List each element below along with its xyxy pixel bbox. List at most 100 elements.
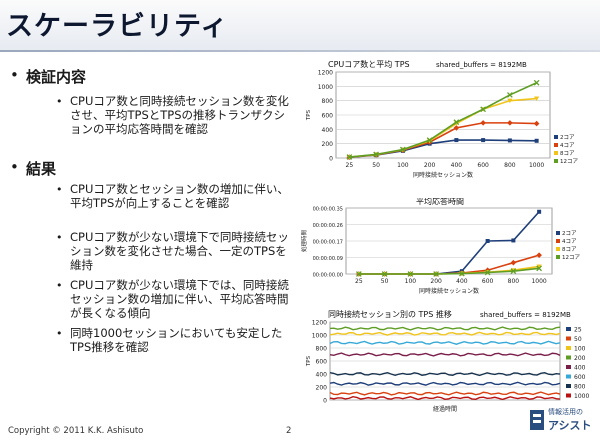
chart-response-time: 00:00:00.00 00:00:00.09 00:00:00.17 00:00:0…: [300, 196, 600, 312]
y-tick-label: 00:00:00.17: [313, 240, 343, 246]
x-tick-label: 25: [355, 278, 363, 285]
data-point: [453, 125, 460, 131]
legend-label: 8コア: [562, 246, 577, 253]
data-point: [507, 120, 513, 126]
data-point: [507, 138, 512, 143]
legend-swatch: [566, 346, 571, 350]
x-tick-label: 100: [405, 278, 417, 285]
data-point: [507, 92, 513, 98]
x-tick-label: 100: [397, 162, 409, 169]
y-tick-label: 800: [322, 98, 334, 105]
data-point: [407, 271, 414, 277]
bullet-item: CPUコア数と同時接続セッション数を変化させ、平均TPSとTPSの推移トランザク…: [70, 94, 289, 137]
sub-bullet-dot: •: [56, 183, 63, 196]
legend-label: 4コア: [560, 142, 575, 149]
series-line-25: [329, 381, 561, 386]
legend-label: 100: [574, 346, 586, 353]
legend-swatch: [556, 247, 560, 251]
series-line-12コア: [358, 267, 540, 275]
data-point: [400, 146, 406, 153]
chart-title: 同時接続セッション別の TPS 推移: [328, 309, 452, 319]
chart-response-time-svg: 00:00:00.00 00:00:00.09 00:00:00.17 00:00:0…: [300, 196, 580, 295]
y-axis-label: 処理時間: [300, 230, 308, 253]
bullet-item: 同時1000セッションにおいても安定したTPS推移を確認: [70, 326, 283, 355]
sub-bullet-dot: •: [56, 327, 63, 340]
legend-label: 200: [574, 355, 586, 362]
y-tick-label: 00:00:00.35: [313, 207, 343, 213]
x-tick-label: 400: [451, 162, 463, 169]
data-point: [511, 238, 516, 243]
legend-label: 600: [574, 374, 586, 381]
legend-swatch: [554, 151, 558, 155]
data-point: [534, 96, 540, 101]
data-point: [459, 270, 465, 277]
chart-average-tps: 0 200 400 600 800 1000 1200 25 50 100 200 400 600 800…: [300, 58, 600, 202]
legend-label: 25: [574, 327, 582, 334]
sub-bullet-dot: •: [56, 279, 63, 292]
page-number: 2: [286, 426, 292, 436]
y-tick-label: 400: [316, 372, 328, 379]
chart-subtitle: shared_buffers = 8192MB: [480, 311, 571, 319]
y-tick-label: 00:00:00.00: [313, 273, 343, 279]
series-line-400: [329, 352, 561, 357]
y-tick-label: 1200: [318, 70, 333, 77]
data-point: [454, 138, 459, 143]
legend-label: 50: [574, 336, 582, 343]
data-point: [346, 154, 353, 160]
series-line-100: [329, 331, 561, 336]
x-tick-label: 200: [430, 278, 442, 285]
legend-label: 800: [574, 384, 586, 391]
bullet-dot: •: [10, 158, 19, 176]
y-tick-label: 800: [316, 346, 328, 353]
x-axis-label: 同時接続セッション数: [413, 171, 473, 179]
title-divider: [0, 50, 600, 52]
series-line-12コア: [349, 82, 537, 158]
bullet-item: CPUコア数が少ない環境下で同時接続セッション数を変化させた場合、一定のTPSを…: [70, 230, 289, 273]
legend-swatch: [566, 393, 571, 398]
legend-swatch: [556, 239, 560, 243]
series-line-600: [329, 340, 561, 345]
bullet-heading: 検証内容: [26, 68, 87, 86]
y-tick-label: 400: [322, 127, 334, 134]
legend-swatch: [554, 135, 558, 139]
data-point: [356, 271, 362, 277]
y-tick-label: 600: [322, 113, 334, 120]
series-line-200: [329, 326, 561, 331]
x-tick-label: 200: [424, 162, 436, 169]
legend-swatch: [566, 355, 571, 360]
chart-average-tps-svg: 0 200 400 600 800 1000 1200 25 50 100 200 400 600 800…: [306, 59, 578, 179]
legend-swatch: [566, 384, 571, 388]
legend-swatch: [554, 143, 558, 147]
series-line-800: [329, 371, 561, 377]
sub-bullet-dot: •: [56, 95, 63, 108]
logo-name: アシスト: [548, 419, 592, 432]
data-point: [373, 151, 379, 158]
data-point: [453, 119, 460, 126]
legend-label: 12コア: [562, 254, 580, 261]
data-point: [536, 264, 542, 269]
data-point: [481, 138, 486, 143]
series-line-1000: [329, 395, 561, 401]
y-tick-label: 0: [329, 156, 333, 163]
x-axis-label: 同時接続セッション数: [419, 287, 479, 295]
legend-label: 1000: [574, 393, 589, 400]
data-point: [381, 271, 388, 277]
y-tick-label: 00:00:00.09: [313, 256, 343, 262]
x-tick-label: 50: [372, 162, 380, 169]
chart-tps-trend: 0 200 400 600 800 1000 1200 TPS 経過時間 同時接続セッション別の …: [300, 308, 600, 424]
bullet-heading: 結果: [26, 160, 57, 178]
legend-label: 2コア: [562, 230, 577, 237]
sub-bullet-dot: •: [56, 231, 63, 244]
legend-label: 4コア: [562, 238, 577, 245]
logo-tagline: 情報活用の: [548, 408, 583, 416]
series-line-50: [329, 391, 561, 396]
x-tick-label: 25: [346, 162, 354, 169]
x-tick-label: 800: [508, 278, 520, 285]
logo-icon: [530, 410, 544, 430]
legend-label: 400: [574, 365, 586, 372]
title-bar: [0, 0, 600, 52]
chart-title: CPUコア数と平均 TPS: [328, 59, 410, 69]
y-axis-label: TPS: [306, 355, 312, 367]
company-logo: 情報活用の アシスト: [528, 404, 592, 436]
legend-swatch: [566, 365, 571, 369]
